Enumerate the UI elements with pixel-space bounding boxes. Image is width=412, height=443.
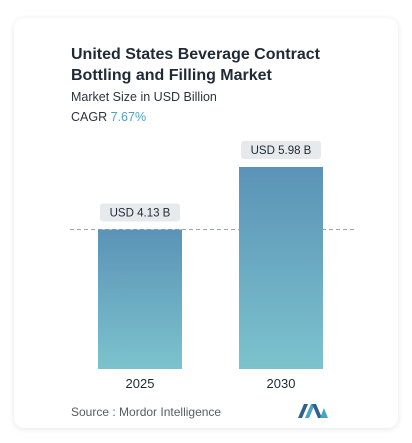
cagr-label: CAGR: [71, 110, 108, 124]
mordor-logo-icon: [298, 404, 328, 418]
data-label-pill-2030: [241, 141, 321, 159]
cagr-value: 7.67%: [110, 110, 147, 124]
data-label-2025: USD 4.13 B: [110, 207, 171, 219]
source-line: Source : Mordor Intelligence: [71, 405, 221, 419]
x-tick-label-2030: 2030: [267, 376, 296, 391]
chart-title: United States Beverage Contract Bottling…: [71, 46, 320, 84]
x-tick-label-2025: 2025: [126, 376, 155, 391]
source-name: Mordor Intelligence: [119, 405, 222, 419]
chart-subtitle: Market Size in USD Billion: [71, 90, 217, 104]
bar-2030: [239, 167, 323, 369]
chart-card: [14, 18, 398, 428]
cagr-line: CAGR 7.67%: [71, 110, 146, 124]
bar-2025: [98, 229, 182, 369]
data-label-2030: USD 5.98 B: [251, 145, 312, 157]
source-label: Source :: [71, 405, 116, 419]
chart-marks: USD 4.13 B 2025 USD 5.98 B 2030: [70, 141, 355, 391]
data-label-pill-2025: [100, 203, 180, 222]
